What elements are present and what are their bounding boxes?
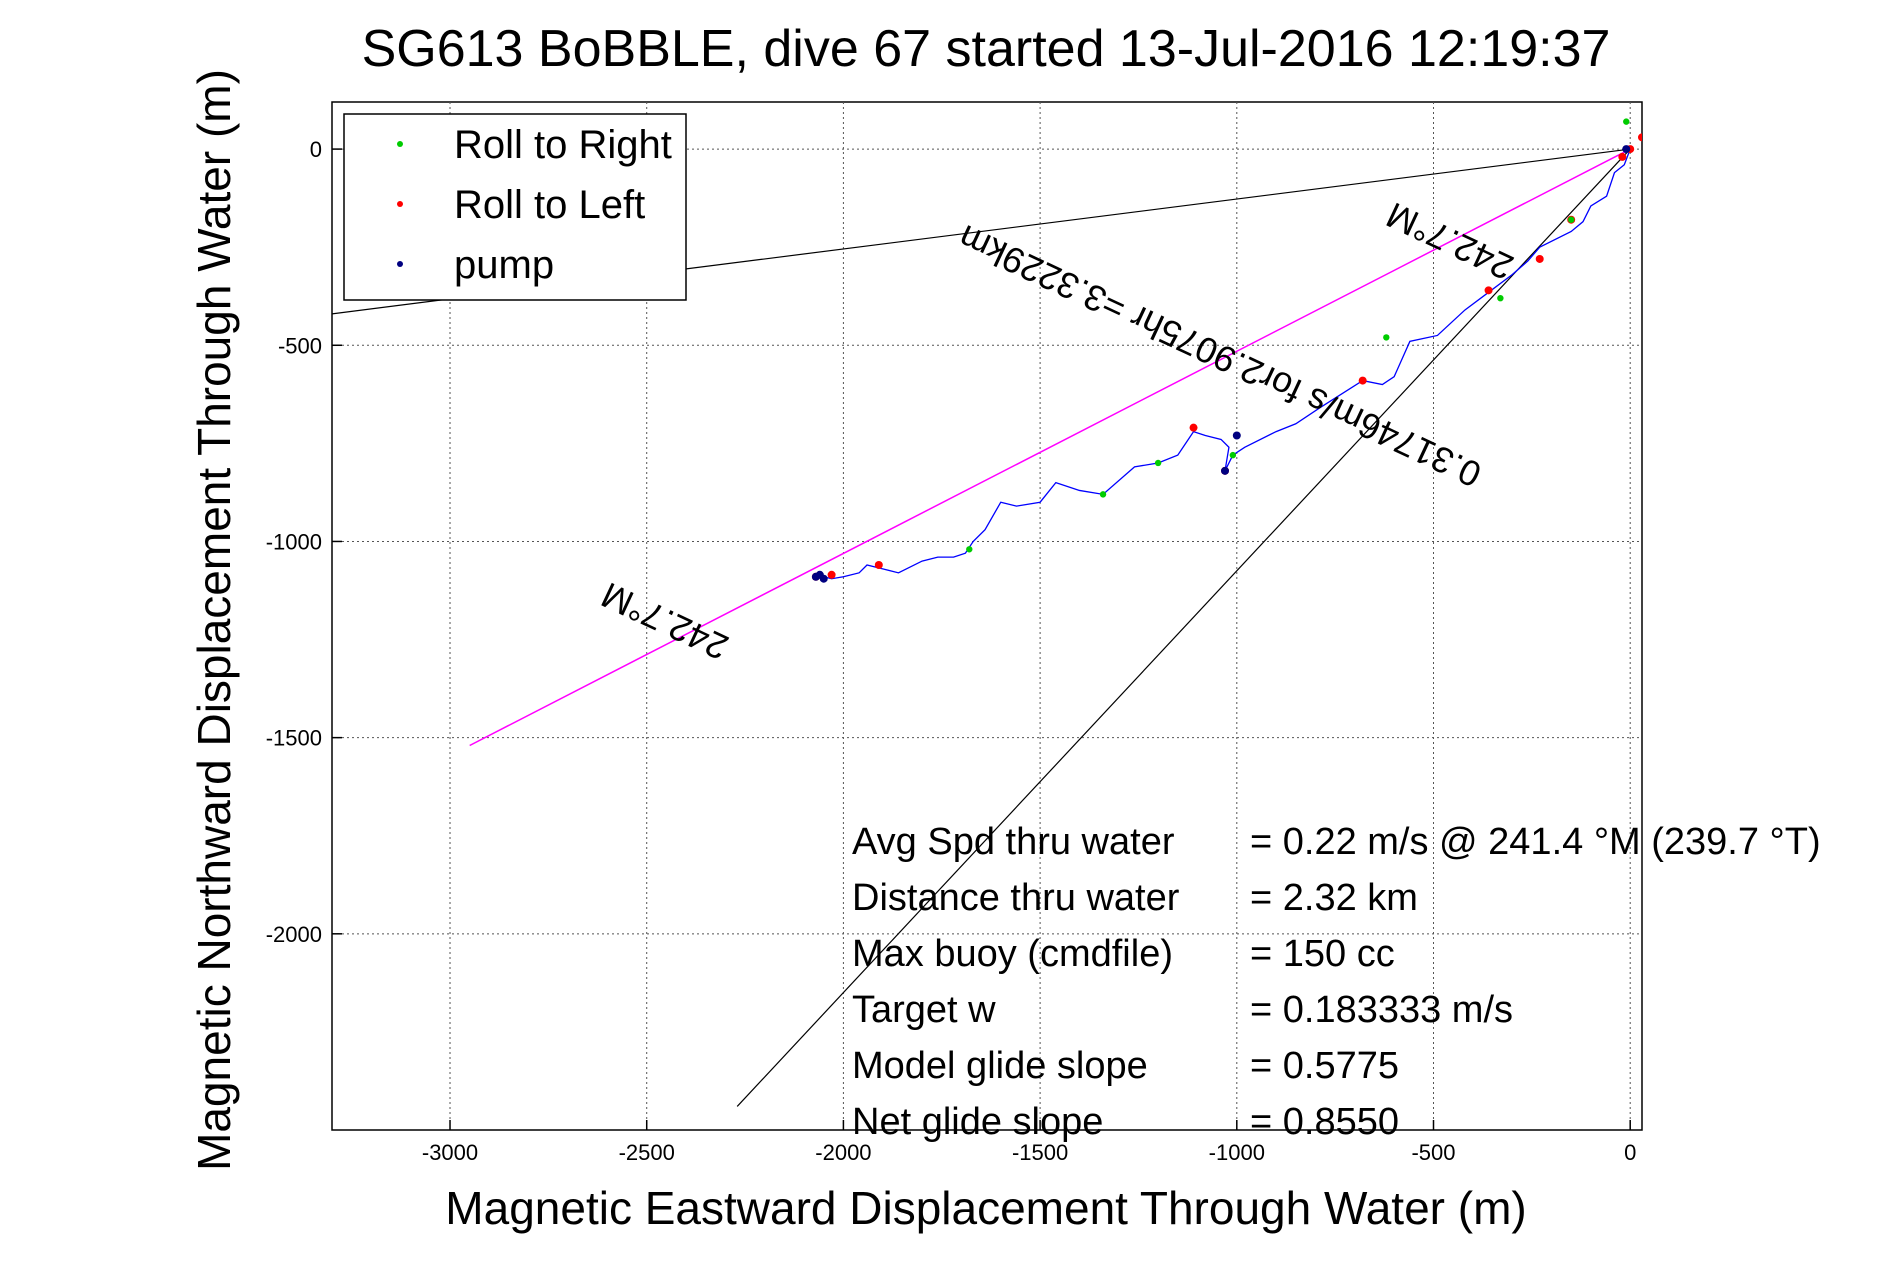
x-tick-label: -1500	[1012, 1140, 1068, 1165]
roll-right-point	[1383, 334, 1390, 341]
pump-point	[1622, 145, 1631, 154]
stat-value: = 2.32 km	[1250, 877, 1418, 919]
dive-track	[815, 148, 1631, 580]
stat-value: = 0.183333 m/s	[1250, 989, 1513, 1031]
x-tick-label: -3000	[422, 1140, 478, 1165]
pump-point	[819, 574, 828, 583]
stat-label: Max buoy (cmdfile)	[852, 933, 1173, 975]
legend-marker	[397, 261, 403, 267]
x-tick-label: 0	[1624, 1140, 1636, 1165]
pump-point	[1232, 431, 1241, 440]
roll-right-point	[1229, 451, 1237, 459]
stat-value: = 0.22 m/s @ 241.4 °M (239.7 °T)	[1250, 821, 1821, 863]
legend-marker	[397, 201, 403, 207]
x-tick-label: -2500	[619, 1140, 675, 1165]
dive-stats-panel: Avg Spd thru water = 0.22 m/s @ 241.4 °M …	[852, 821, 1821, 1143]
x-tick-label: -1000	[1209, 1140, 1265, 1165]
x-tick-label: -500	[1411, 1140, 1455, 1165]
pump-point	[1221, 466, 1230, 475]
roll-left-point	[827, 570, 836, 579]
roll-right-point	[1623, 118, 1630, 125]
roll-left-point	[1189, 423, 1198, 432]
stat-label: Model glide slope	[852, 1045, 1148, 1087]
heading-line	[469, 148, 1631, 747]
roll-right-point	[966, 546, 973, 553]
legend-marker	[397, 141, 403, 147]
y-tick-label: 0	[310, 137, 322, 162]
roll-left-point	[1618, 152, 1627, 161]
track-line	[815, 148, 1631, 580]
x-axis-ticks: -3000 -2500 -2000 -1500 -1000 -500 0	[422, 1120, 1636, 1165]
x-tick-label: -2000	[815, 1140, 871, 1165]
legend-label: Roll to Right	[454, 123, 672, 167]
stat-value: = 150 cc	[1250, 933, 1395, 975]
y-axis-ticks: 0 -500 -1000 -1500 -2000	[266, 137, 342, 947]
legend-label: pump	[454, 243, 554, 287]
legend-label: Roll to Left	[454, 183, 645, 227]
heading-line-segment	[469, 148, 1631, 747]
stat-value: = 0.5775	[1250, 1045, 1399, 1087]
roll-right-point	[1567, 216, 1575, 223]
stat-label: Net glide slope	[852, 1101, 1103, 1143]
y-axis-label: Magnetic Northward Displacement Through …	[188, 69, 240, 1171]
x-axis-label: Magnetic Eastward Displacement Through W…	[445, 1182, 1526, 1234]
roll-left-point	[1358, 376, 1367, 385]
stat-label: Avg Spd thru water	[852, 821, 1175, 863]
roll-markers	[811, 118, 1642, 583]
roll-left-point	[874, 560, 883, 569]
chart-title: SG613 BoBBLE, dive 67 started 13-Jul-201…	[362, 20, 1611, 78]
roll-left-point	[1535, 254, 1544, 263]
reference-line	[736, 148, 1631, 1107]
roll-right-point	[1497, 294, 1504, 302]
legend: Roll to Right Roll to Left pump	[343, 113, 687, 301]
stat-label: Target w	[852, 989, 996, 1031]
stat-value: = 0.8550	[1250, 1101, 1399, 1143]
y-tick-label: -500	[278, 333, 322, 358]
roll-left-point	[1638, 133, 1642, 142]
roll-right-point	[1154, 459, 1162, 467]
stat-label: Distance thru water	[852, 877, 1180, 919]
y-tick-label: -1000	[266, 529, 322, 554]
y-tick-label: -2000	[266, 922, 322, 947]
roll-right-point	[1099, 491, 1107, 498]
y-tick-label: -1500	[266, 726, 322, 751]
roll-left-point	[1484, 286, 1493, 295]
